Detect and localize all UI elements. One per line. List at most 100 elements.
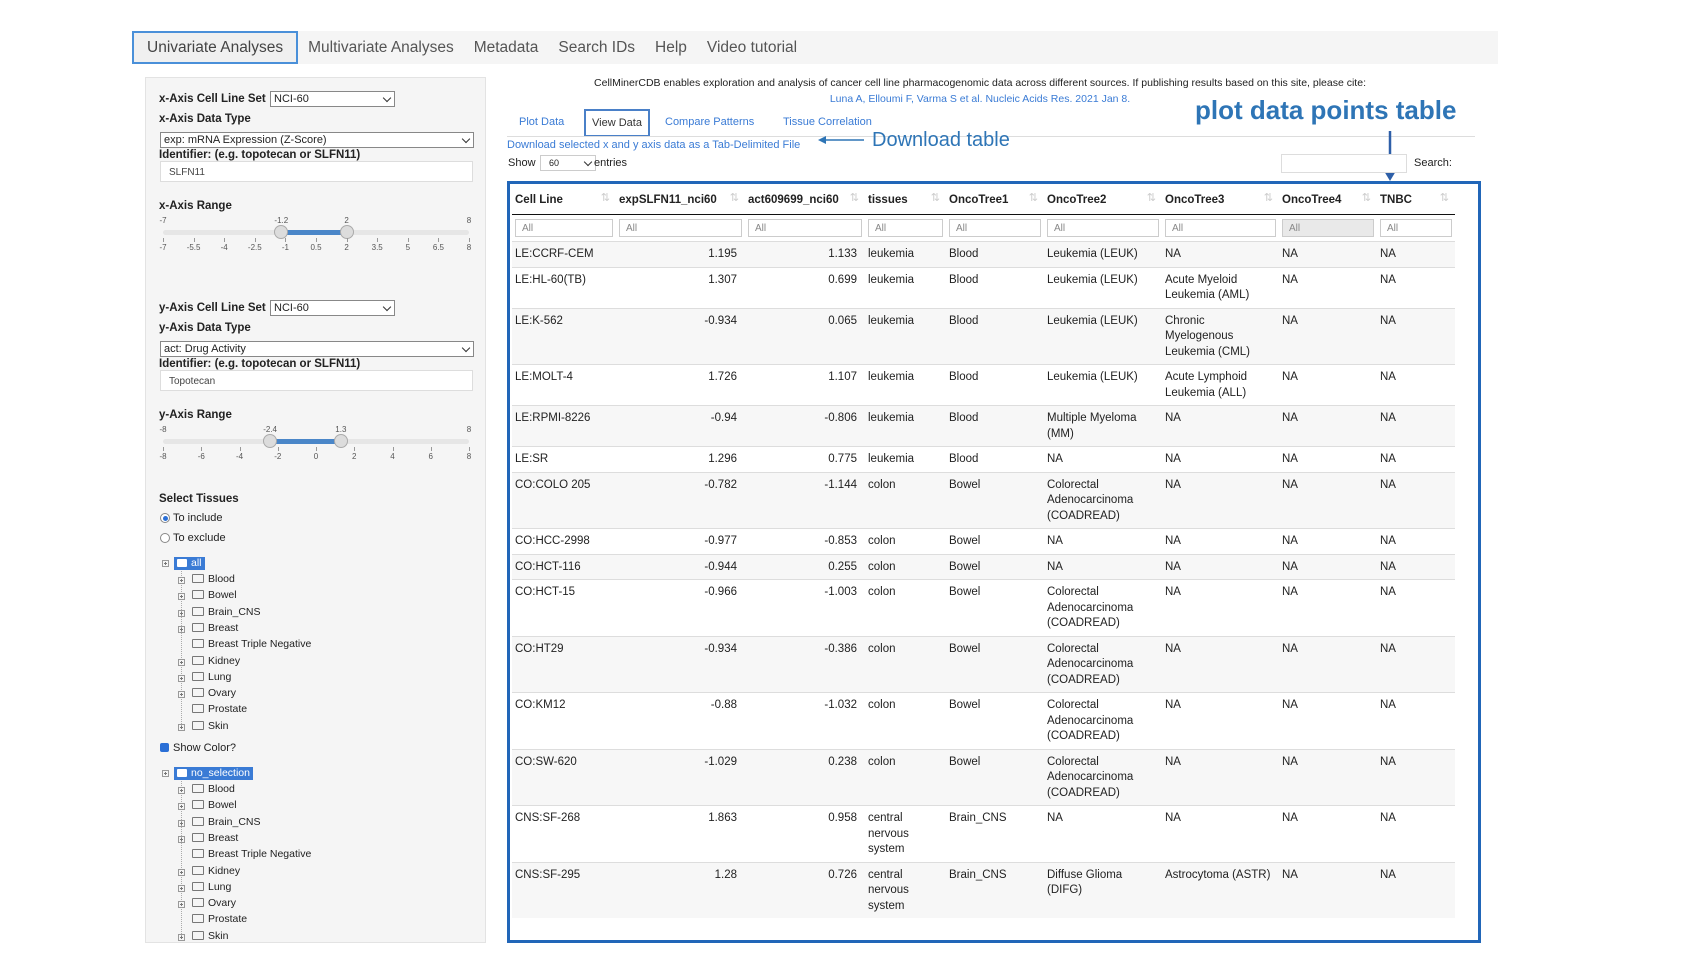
- tree-root[interactable]: all: [174, 557, 205, 570]
- cell-line-set-select[interactable]: NCI-60: [270, 300, 395, 316]
- sub-tab[interactable]: Plot Data: [519, 116, 565, 128]
- slider-handle[interactable]: [333, 434, 348, 448]
- tree-item[interactable]: Breast: [192, 622, 238, 634]
- identifier-input[interactable]: SLFN11: [160, 161, 473, 182]
- tree-expander[interactable]: [178, 577, 185, 584]
- tissue-mode-radio[interactable]: [160, 513, 170, 523]
- table-cell: CNS:SF-268: [512, 805, 616, 862]
- column-filter[interactable]: All: [515, 219, 613, 237]
- column-filter[interactable]: All: [1047, 219, 1159, 237]
- tree-expander[interactable]: [178, 835, 185, 843]
- tree-item[interactable]: Bowel: [192, 589, 237, 601]
- download-link[interactable]: Download selected x and y axis data as a…: [507, 139, 801, 151]
- tree-root-toggle[interactable]: [162, 770, 169, 777]
- tree-expander[interactable]: [178, 884, 185, 892]
- tree-item-label: Bowel: [208, 799, 237, 812]
- nav-tab[interactable]: Video tutorial: [706, 39, 798, 56]
- tree-expander[interactable]: [178, 901, 185, 909]
- tree-item[interactable]: Lung: [192, 671, 231, 683]
- sub-tab[interactable]: View Data: [584, 109, 650, 137]
- table-cell: NA: [1162, 553, 1279, 580]
- tree-expander[interactable]: [178, 933, 185, 941]
- column-header[interactable]: Cell Line: [512, 186, 616, 215]
- column-filter[interactable]: All: [748, 219, 862, 237]
- table-cell: CO:HCT-116: [512, 553, 616, 580]
- column-header[interactable]: act609699_nci60: [745, 186, 865, 215]
- show-color-checkbox[interactable]: [160, 743, 169, 752]
- tree-item[interactable]: Prostate: [192, 913, 247, 925]
- slider-handle[interactable]: [339, 225, 354, 239]
- data-type-select[interactable]: exp: mRNA Expression (Z-Score): [160, 132, 474, 148]
- tree-item[interactable]: Ovary: [192, 687, 236, 699]
- column-filter[interactable]: All: [619, 219, 742, 237]
- tree-item[interactable]: Brain_CNS: [192, 606, 261, 618]
- data-type-select[interactable]: act: Drug Activity: [160, 341, 474, 357]
- cell-line-set-select[interactable]: NCI-60: [270, 91, 395, 107]
- sidebar: x-Axis Cell Line Set NCI-60 x-Axis Data Ty…: [145, 77, 486, 943]
- search-input[interactable]: [1281, 154, 1407, 173]
- column-header[interactable]: OncoTree1: [946, 186, 1044, 215]
- nav-tab[interactable]: Metadata: [473, 39, 539, 56]
- column-filter[interactable]: All: [1165, 219, 1276, 237]
- column-header[interactable]: TNBC: [1377, 186, 1455, 215]
- tree-item[interactable]: Kidney: [192, 865, 240, 877]
- tree-item[interactable]: Skin: [192, 930, 228, 942]
- tree-item-label: Blood: [208, 573, 235, 585]
- tree-expander[interactable]: [178, 723, 185, 731]
- tree-expander[interactable]: [178, 787, 185, 794]
- tree-item[interactable]: Breast Triple Negative: [192, 848, 311, 860]
- tree-item[interactable]: Skin: [192, 720, 228, 732]
- column-filter[interactable]: All: [1380, 219, 1452, 237]
- column-filter[interactable]: All: [868, 219, 943, 237]
- slider-handle[interactable]: [263, 434, 278, 448]
- tree-item[interactable]: Blood: [192, 783, 235, 795]
- tree-item[interactable]: Breast: [192, 832, 238, 844]
- sub-tab[interactable]: Compare Patterns: [665, 116, 755, 128]
- tree-expander[interactable]: [178, 674, 185, 682]
- column-header[interactable]: expSLFN11_nci60: [616, 186, 745, 215]
- slider-tick-label: -5.5: [186, 243, 201, 252]
- tree-expander[interactable]: [178, 593, 185, 601]
- column-filter[interactable]: All: [949, 219, 1041, 237]
- tree-item[interactable]: Lung: [192, 881, 231, 893]
- column-filter[interactable]: All: [1282, 219, 1374, 237]
- tissue-mode-radio[interactable]: [160, 533, 170, 543]
- tree-item[interactable]: Blood: [192, 573, 235, 585]
- tree-item-label: Ovary: [208, 687, 237, 700]
- tree-expander[interactable]: [178, 803, 185, 811]
- folder-icon: [192, 914, 204, 924]
- nav-tab[interactable]: Univariate Analyses: [132, 31, 299, 64]
- table-cell: Chronic Myelogenous Leukemia (CML): [1162, 307, 1279, 365]
- tree-item[interactable]: Bowel: [192, 799, 237, 811]
- identifier-input[interactable]: Topotecan: [160, 370, 473, 391]
- tree-item[interactable]: Prostate: [192, 703, 247, 715]
- slider-handle[interactable]: [274, 225, 289, 239]
- tree-item[interactable]: Kidney: [192, 655, 240, 667]
- sub-tab[interactable]: Tissue Correlation: [783, 116, 872, 128]
- nav-tab[interactable]: Help: [655, 39, 687, 56]
- citation-link[interactable]: Luna A, Elloumi F, Varma S et al. Nuclei…: [829, 93, 1131, 105]
- tree-expander[interactable]: [178, 625, 185, 633]
- table-cell: CO:HCC-2998: [512, 528, 616, 554]
- tree-expander[interactable]: [178, 868, 185, 876]
- tree-expander[interactable]: [178, 819, 185, 827]
- table-cell: NA: [1044, 528, 1162, 554]
- tree-root-toggle[interactable]: [162, 560, 169, 567]
- nav-tab[interactable]: Search IDs: [558, 39, 636, 56]
- tree-item[interactable]: Breast Triple Negative: [192, 638, 311, 650]
- column-header[interactable]: OncoTree3: [1162, 186, 1279, 215]
- range-low-label: -2.4: [263, 425, 277, 434]
- column-header[interactable]: tissues: [865, 186, 946, 215]
- tree-item[interactable]: Ovary: [192, 897, 236, 909]
- entries-select[interactable]: 60: [540, 155, 596, 171]
- nav-tab[interactable]: Multivariate Analyses: [308, 39, 454, 56]
- column-header[interactable]: OncoTree2: [1044, 186, 1162, 215]
- tree-expander[interactable]: [178, 658, 185, 666]
- tree-expander[interactable]: [178, 609, 185, 617]
- identifier-label: Identifier: (e.g. topotecan or SLFN11): [159, 358, 361, 370]
- tree-item[interactable]: Brain_CNS: [192, 816, 261, 828]
- tree-root[interactable]: no_selection: [174, 767, 253, 780]
- data-row: CO:HCT-15 -0.966 -1.003 colon Bowel Colorecta…: [512, 579, 1455, 636]
- tree-expander[interactable]: [178, 691, 185, 699]
- column-header[interactable]: OncoTree4: [1279, 186, 1377, 215]
